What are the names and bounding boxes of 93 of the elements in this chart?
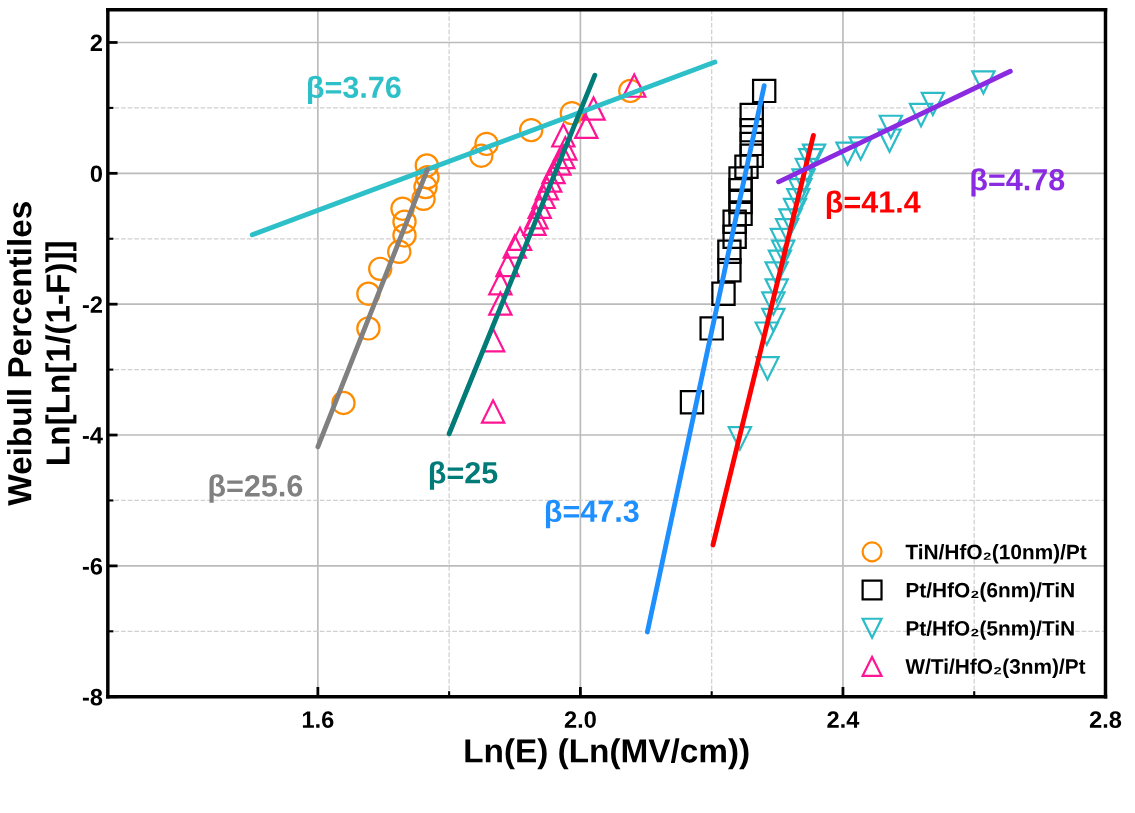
point	[797, 148, 823, 173]
point	[559, 100, 585, 126]
point	[754, 321, 780, 346]
point	[415, 165, 440, 190]
point	[755, 356, 780, 381]
point	[367, 256, 393, 282]
point	[717, 239, 742, 265]
point	[835, 141, 860, 166]
point	[791, 168, 816, 193]
point	[761, 307, 786, 333]
point	[728, 166, 753, 191]
point	[761, 291, 786, 316]
point	[331, 390, 356, 416]
point	[541, 159, 566, 185]
point	[527, 194, 552, 219]
text: β=4.78	[971, 168, 1065, 197]
point	[848, 136, 873, 161]
point	[739, 117, 764, 143]
point	[877, 128, 902, 153]
point	[502, 234, 527, 259]
point	[739, 131, 764, 157]
y-tick-label: -6	[82, 557, 103, 575]
y-tick-label: -4	[82, 427, 103, 444]
point	[414, 153, 440, 178]
y-tick-label: -2	[82, 296, 103, 313]
y-tick-label: -8	[82, 688, 103, 706]
point	[507, 226, 533, 251]
point	[524, 204, 549, 230]
point	[722, 224, 747, 250]
y-axis-title: Weibull Percentiles Ln[Ln[1/(1-F)]]	[7, 202, 77, 506]
x-tick-label: 2.4	[827, 711, 860, 728]
point	[480, 399, 506, 424]
text: β=3.76	[307, 75, 401, 105]
series-label: β=41.4	[826, 190, 921, 219]
point	[728, 178, 753, 203]
series-label: β=25	[429, 461, 498, 490]
point	[618, 78, 643, 104]
legend-label: TiN/HfO₂(10nm)/Pt	[905, 544, 1087, 564]
point	[734, 154, 759, 179]
point	[551, 144, 576, 170]
series-label: β=25.6	[209, 474, 303, 503]
point	[474, 131, 499, 157]
legend-label: Pt/HfO₂(5nm)/TiN	[906, 620, 1074, 640]
point	[387, 239, 412, 265]
point	[751, 78, 777, 104]
legend-label: W/Ti/HfO₂(3nm)/Pt	[905, 658, 1086, 678]
point	[356, 281, 381, 306]
x-tick-label: 1.6	[302, 711, 334, 728]
y-tick-label: 0	[90, 165, 102, 183]
point	[920, 91, 946, 117]
point	[356, 316, 381, 341]
point	[764, 278, 789, 303]
point	[728, 201, 753, 227]
point	[786, 187, 811, 213]
point	[711, 281, 736, 306]
point	[392, 209, 417, 234]
point	[739, 143, 764, 168]
point	[469, 143, 494, 168]
point	[488, 291, 513, 316]
point	[495, 252, 520, 278]
point	[553, 136, 578, 161]
point	[908, 102, 934, 128]
point	[728, 189, 753, 215]
y-tick-label: 2	[90, 34, 103, 52]
point	[727, 426, 753, 451]
point	[679, 390, 705, 415]
point	[551, 123, 576, 148]
point	[699, 316, 724, 341]
point	[392, 223, 417, 248]
point	[801, 143, 827, 168]
point	[878, 114, 904, 140]
point	[574, 114, 599, 140]
point	[717, 257, 742, 283]
point	[782, 197, 808, 223]
point	[764, 261, 789, 286]
point	[522, 211, 547, 236]
legend-label: Pt/HfO₂(6nm)/TiN	[906, 582, 1074, 602]
point	[581, 96, 606, 121]
point	[534, 176, 560, 201]
point	[411, 186, 436, 212]
point	[739, 102, 764, 128]
x-axis-title: Ln(E) (Ln(MV/cm))	[465, 738, 749, 770]
x-tick-label: 2.0	[564, 711, 596, 728]
point	[390, 196, 415, 221]
point	[722, 209, 747, 234]
point	[788, 178, 813, 203]
x-tick-label: 2.8	[1089, 711, 1122, 728]
point	[622, 73, 647, 98]
point	[413, 174, 438, 200]
point	[488, 271, 513, 296]
point	[971, 70, 996, 95]
point	[518, 117, 544, 143]
series-label: β=47.3	[545, 499, 639, 529]
